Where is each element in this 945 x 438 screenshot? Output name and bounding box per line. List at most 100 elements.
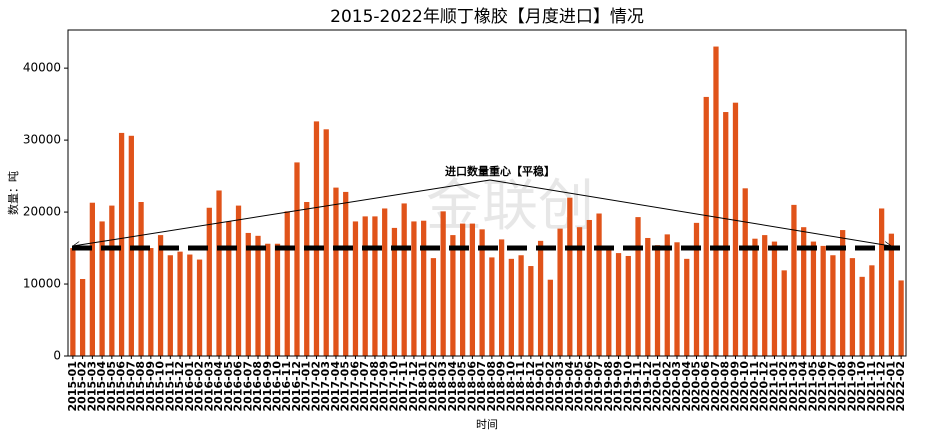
x-tick-label: 2018-12	[524, 361, 537, 412]
bar	[362, 216, 368, 356]
x-tick-label: 2017-03	[319, 361, 332, 412]
bar	[879, 208, 885, 356]
annotation-arrow	[73, 179, 491, 246]
bar	[226, 221, 232, 356]
x-tick-label: 2020-04	[680, 361, 693, 412]
bar	[187, 254, 193, 356]
plot-frame	[67, 29, 907, 357]
x-tick-label: 2018-09	[495, 361, 508, 412]
x-tick-label: 2020-06	[699, 361, 712, 412]
x-tick-label: 2021-04	[797, 361, 810, 412]
bar	[898, 280, 904, 356]
x-tick-label: 2020-11	[748, 361, 761, 412]
x-tick-label: 2019-05	[573, 361, 586, 412]
bar	[235, 205, 242, 356]
bar	[888, 233, 895, 356]
bar	[547, 279, 553, 356]
x-tick-label: 2019-08	[602, 361, 615, 412]
x-tick-label: 2016-03	[202, 361, 215, 412]
bar	[635, 217, 641, 356]
bar	[313, 121, 320, 356]
bar	[684, 258, 690, 356]
bar	[606, 250, 612, 356]
x-tick-label: 2015-05	[105, 361, 118, 412]
y-tick-label: 0	[53, 349, 61, 363]
bar	[401, 203, 407, 356]
x-tick-label: 2018-06	[465, 361, 478, 412]
bar	[206, 207, 212, 356]
bar	[70, 248, 76, 356]
bar	[304, 201, 310, 356]
x-tick-label: 2018-03	[436, 361, 449, 412]
x-tick-label: 2017-09	[378, 361, 391, 412]
x-tick-label: 2019-11	[631, 361, 644, 412]
x-tick-label: 2017-11	[397, 361, 410, 412]
x-tick-label: 2020-12	[758, 361, 771, 412]
bar	[216, 190, 222, 356]
bar	[840, 230, 846, 356]
x-tick-label: 2018-10	[504, 361, 517, 412]
x-tick-label: 2021-12	[875, 361, 888, 412]
bar	[567, 197, 573, 356]
x-tick-label: 2021-11	[865, 361, 878, 412]
bar	[440, 211, 446, 356]
bar	[615, 253, 622, 356]
bar	[664, 234, 670, 356]
x-tick-label: 2020-01	[651, 361, 664, 412]
bar	[771, 241, 778, 356]
x-tick-label: 2017-10	[387, 361, 400, 412]
bar	[430, 258, 437, 356]
x-tick-label: 2018-01	[417, 361, 430, 412]
x-tick-label: 2021-10	[855, 361, 868, 412]
y-tick-label: 40000	[23, 61, 61, 75]
bar	[479, 229, 485, 356]
x-tick-label: 2022-01	[884, 361, 897, 412]
bar	[469, 223, 476, 356]
bar	[391, 227, 398, 356]
annotation: 进口数量重心【平稳】	[445, 164, 555, 178]
x-tick-label: 2017-07	[358, 361, 371, 412]
x-tick-label: 2017-02	[309, 361, 322, 412]
bar	[625, 255, 631, 356]
x-tick-label: 2018-11	[514, 361, 527, 412]
x-tick-label: 2021-03	[787, 361, 800, 412]
x-tick-label: 2015-09	[144, 361, 157, 412]
x-tick-label: 2020-05	[690, 361, 703, 412]
bar	[596, 213, 602, 356]
x-axis-label: 时间	[476, 418, 498, 431]
bar	[109, 205, 115, 356]
x-tick-label: 2018-08	[485, 361, 498, 412]
bar	[762, 235, 768, 356]
bar	[138, 201, 144, 356]
x-tick-label: 2019-06	[582, 361, 595, 412]
x-tick-label: 2015-12	[173, 361, 186, 412]
bar	[654, 245, 661, 356]
x-tick-label: 2017-05	[339, 361, 352, 412]
bar	[693, 222, 700, 356]
bar	[791, 204, 797, 356]
bar	[586, 219, 592, 356]
x-tick-label: 2021-08	[836, 361, 849, 412]
x-tick-label: 2020-08	[719, 361, 732, 412]
x-tick-label: 2021-06	[816, 361, 829, 412]
bar	[99, 221, 105, 356]
x-tick-label: 2020-07	[709, 361, 722, 412]
y-axis-label: 数量：吨	[7, 171, 20, 215]
x-tick-label: 2015-08	[134, 361, 147, 412]
bar	[255, 235, 261, 356]
bar	[849, 258, 856, 356]
x-tick-label: 2015-10	[154, 361, 167, 412]
x-tick-label: 2019-10	[621, 361, 634, 412]
bar	[352, 221, 359, 356]
bar	[723, 112, 729, 356]
x-tick-label: 2015-02	[76, 361, 89, 412]
bar	[830, 255, 836, 356]
x-tick-label: 2016-10	[271, 361, 284, 412]
bar	[518, 255, 524, 356]
bar	[177, 251, 183, 356]
x-tick-label: 2017-04	[329, 361, 342, 412]
x-tick-label: 2016-08	[251, 361, 264, 412]
chart-title: 2015-2022年顺丁橡胶【月度进口】情况	[330, 7, 644, 27]
x-tick-label: 2016-12	[290, 361, 303, 412]
